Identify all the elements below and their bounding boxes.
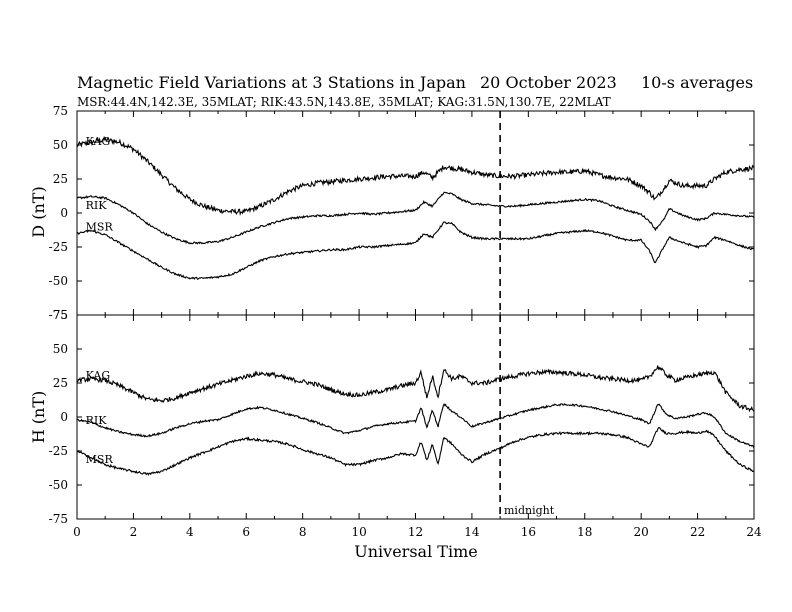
figure-averaging: 10-s averages bbox=[641, 73, 753, 92]
y-axis-label-d: D (nT) bbox=[29, 186, 48, 237]
chart-marks: 75 50 25 0 -25 -50 -75 KAG RIK MSR 75 50 25 0 -25 -50 -7… bbox=[49, 104, 762, 539]
y-tick-label-D: -75 bbox=[49, 308, 68, 322]
series-label-RIK-D: RIK bbox=[86, 199, 108, 212]
y-tick-label-D: 75 bbox=[53, 104, 68, 118]
midnight-label: midnight bbox=[504, 504, 555, 517]
x-tick-label: 22 bbox=[690, 525, 705, 539]
y-tick-label-H: 0 bbox=[60, 410, 68, 424]
y-tick-label-D: 25 bbox=[53, 172, 68, 186]
station-coordinates: MSR:44.4N,142.3E, 35MLAT; RIK:43.5N,143.… bbox=[77, 95, 611, 109]
x-tick-label: 6 bbox=[242, 525, 250, 539]
series-line-RIK-H bbox=[76, 403, 755, 449]
series-line-MSR-D bbox=[77, 221, 755, 281]
y-tick-label-H: 75 bbox=[53, 308, 68, 322]
y-tick-label-D: -50 bbox=[49, 274, 68, 288]
series-line-KAG-D bbox=[76, 135, 755, 216]
x-tick-label: 10 bbox=[351, 525, 366, 539]
series-label-MSR-D: MSR bbox=[86, 221, 114, 234]
x-tick-label: 16 bbox=[521, 525, 536, 539]
series-line-RIK-D bbox=[76, 191, 755, 245]
y-tick-label-H: -50 bbox=[49, 478, 68, 492]
y-tick-label-H: -75 bbox=[49, 512, 68, 526]
x-axis-label: Universal Time bbox=[354, 542, 477, 561]
series-label-KAG-D: KAG bbox=[86, 135, 111, 148]
y-tick-label-H: 50 bbox=[53, 342, 68, 356]
series-line-MSR-H bbox=[76, 427, 755, 476]
series-line-KAG-H bbox=[76, 365, 755, 413]
x-tick-label: 24 bbox=[746, 525, 762, 539]
x-tick-label: 20 bbox=[634, 525, 649, 539]
y-tick-label-H: 25 bbox=[53, 376, 68, 390]
x-tick-label: 8 bbox=[299, 525, 307, 539]
x-tick-label: 14 bbox=[464, 525, 480, 539]
y-tick-label-D: 0 bbox=[60, 206, 68, 220]
y-tick-label-D: -25 bbox=[49, 240, 68, 254]
x-tick-label: 12 bbox=[408, 525, 423, 539]
y-tick-label-H: -25 bbox=[49, 444, 68, 458]
figure-date: 20 October 2023 bbox=[480, 73, 617, 92]
y-axis-label-h: H (nT) bbox=[29, 391, 48, 444]
x-tick-label: 18 bbox=[577, 525, 592, 539]
series-label-MSR-H: MSR bbox=[86, 453, 114, 466]
x-tick-label: 2 bbox=[130, 525, 138, 539]
x-tick-label: 0 bbox=[73, 525, 81, 539]
series-label-KAG-H: KAG bbox=[86, 369, 111, 382]
series-label-RIK-H: RIK bbox=[86, 414, 108, 427]
figure-title: Magnetic Field Variations at 3 Stations … bbox=[77, 73, 466, 92]
panel-frame-D bbox=[76, 110, 755, 316]
x-tick-label: 4 bbox=[186, 525, 194, 539]
y-tick-label-D: 50 bbox=[53, 138, 68, 152]
